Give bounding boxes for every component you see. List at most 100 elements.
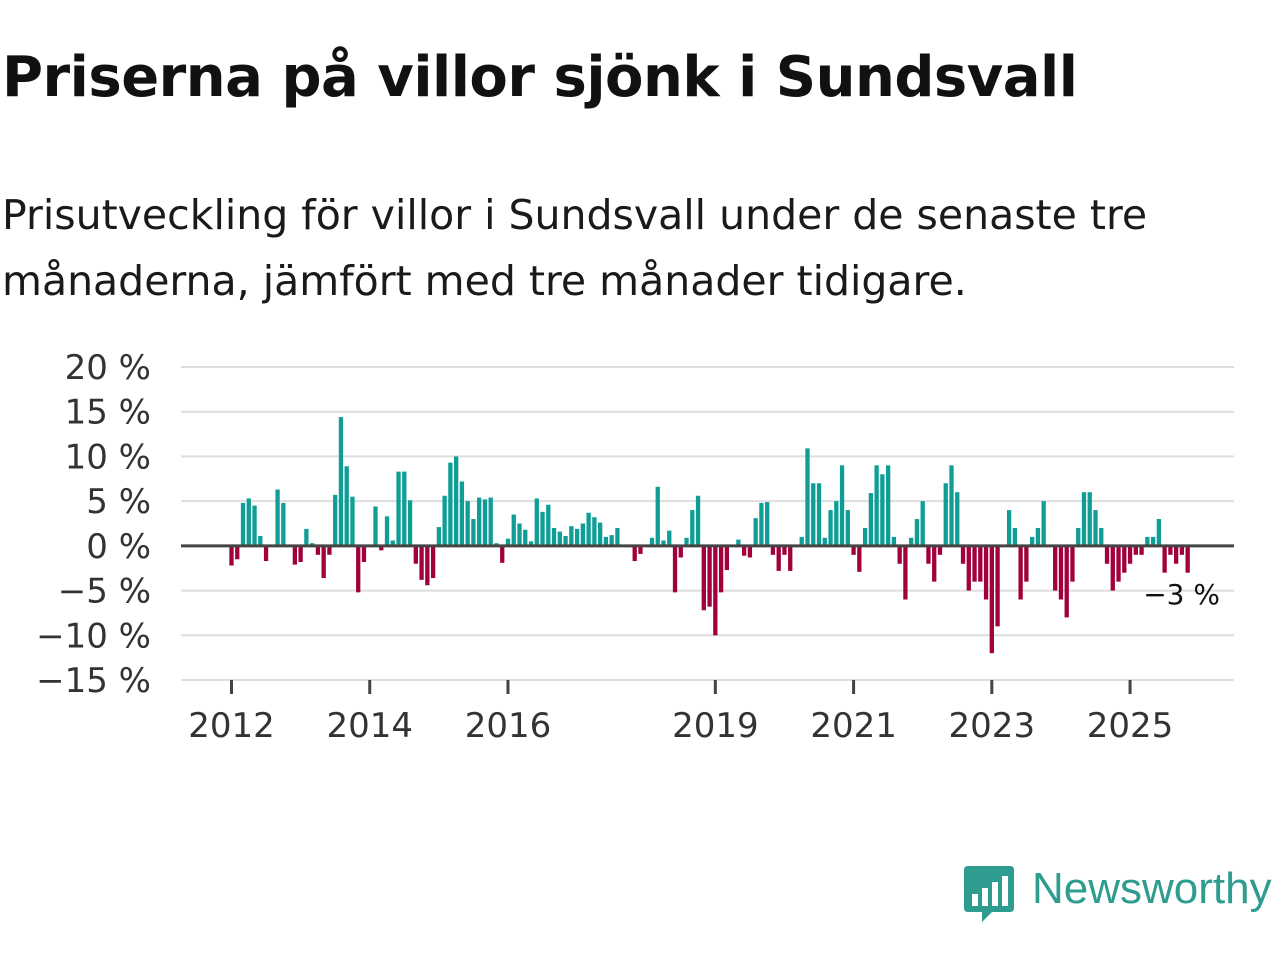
bar bbox=[943, 483, 948, 546]
bar bbox=[897, 545, 902, 564]
bar bbox=[1139, 545, 1144, 555]
bar bbox=[834, 501, 839, 546]
bar bbox=[960, 545, 966, 564]
bar bbox=[937, 545, 943, 555]
bar bbox=[471, 519, 476, 546]
bar bbox=[1179, 545, 1185, 555]
bar bbox=[1029, 536, 1035, 546]
bar bbox=[655, 486, 660, 546]
bar bbox=[425, 545, 430, 586]
bar bbox=[799, 536, 804, 546]
bar bbox=[1070, 545, 1075, 582]
bar bbox=[333, 494, 338, 546]
bar bbox=[281, 502, 286, 546]
bar bbox=[500, 545, 505, 563]
bar bbox=[453, 456, 459, 546]
bar bbox=[551, 527, 557, 546]
bar bbox=[1058, 545, 1064, 600]
brand-name: Newsworthy bbox=[1032, 864, 1272, 913]
bar bbox=[482, 499, 488, 546]
bar bbox=[546, 504, 551, 546]
bar bbox=[263, 545, 269, 562]
bar bbox=[1012, 527, 1018, 546]
y-tick-label: −15 % bbox=[36, 661, 151, 701]
bar bbox=[344, 466, 349, 546]
bar bbox=[1156, 519, 1162, 546]
bar bbox=[707, 545, 712, 607]
bar bbox=[995, 545, 1000, 627]
bar bbox=[338, 417, 344, 546]
bar bbox=[321, 545, 326, 579]
bar bbox=[747, 545, 753, 558]
y-tick-label: 15 % bbox=[65, 393, 151, 433]
x-axis-ticks: 2012 2014 2016 2019 2021 2023 2025 bbox=[188, 680, 1173, 746]
x-tick-label: 2019 bbox=[672, 706, 759, 746]
bar bbox=[1162, 545, 1167, 573]
bar bbox=[949, 465, 954, 546]
bar bbox=[1041, 501, 1046, 546]
bar bbox=[1127, 545, 1133, 564]
bar bbox=[845, 510, 850, 546]
bar bbox=[1064, 545, 1069, 618]
bar bbox=[1122, 545, 1127, 573]
bar bbox=[1018, 545, 1023, 600]
bar bbox=[448, 462, 453, 546]
bar bbox=[592, 517, 597, 546]
bar bbox=[534, 498, 539, 546]
bar bbox=[1133, 545, 1138, 555]
bar bbox=[407, 500, 413, 546]
bar bbox=[327, 545, 332, 555]
bar bbox=[672, 545, 678, 593]
bar bbox=[862, 527, 868, 546]
bar bbox=[839, 465, 845, 546]
bar bbox=[874, 465, 879, 546]
bar bbox=[430, 545, 436, 579]
bar bbox=[563, 536, 568, 546]
bar bbox=[292, 545, 298, 565]
x-tick-label: 2021 bbox=[810, 706, 897, 746]
bar bbox=[304, 528, 309, 546]
bar bbox=[868, 493, 874, 546]
bar bbox=[718, 545, 724, 593]
bar bbox=[983, 545, 989, 600]
y-tick-label: −10 % bbox=[36, 616, 151, 656]
bar bbox=[805, 448, 810, 546]
bar bbox=[1035, 527, 1041, 546]
last-value-label: −3 % bbox=[1143, 578, 1220, 611]
bar bbox=[390, 540, 395, 546]
bar bbox=[903, 545, 908, 600]
bar bbox=[235, 545, 240, 560]
bar bbox=[240, 502, 246, 546]
bar bbox=[770, 545, 776, 555]
bar bbox=[246, 498, 251, 546]
bar bbox=[1081, 492, 1087, 546]
bar bbox=[1104, 545, 1110, 564]
y-tick-label: 0 % bbox=[86, 527, 151, 567]
bar bbox=[597, 522, 603, 546]
bar bbox=[523, 529, 528, 546]
x-tick-label: 2025 bbox=[1087, 706, 1174, 746]
y-tick-label: 10 % bbox=[65, 437, 151, 477]
bar bbox=[1173, 545, 1179, 564]
bar bbox=[361, 545, 367, 562]
bar bbox=[972, 545, 977, 582]
y-tick-label: −5 % bbox=[58, 572, 151, 612]
bar bbox=[459, 481, 465, 546]
y-axis-tick-labels: 20 % 15 %10 % 5 % 0 % −5 %−10 % −15 % bbox=[36, 348, 151, 701]
bar bbox=[724, 545, 730, 571]
bar bbox=[569, 526, 574, 546]
bar bbox=[1053, 545, 1058, 591]
bar bbox=[373, 506, 378, 546]
bar bbox=[914, 519, 920, 546]
bar bbox=[926, 545, 931, 564]
x-tick-label: 2012 bbox=[188, 706, 275, 746]
bar bbox=[258, 536, 263, 546]
x-tick-label: 2016 bbox=[465, 706, 552, 746]
bar bbox=[816, 483, 822, 546]
bar bbox=[379, 545, 384, 551]
bar bbox=[1145, 536, 1150, 546]
bar-chart: 20 %15 %10 %5 %0 %−5 %−10 %−15 % 2012 201… bbox=[36, 348, 1234, 746]
bar bbox=[713, 545, 718, 636]
bar bbox=[413, 545, 418, 564]
bar bbox=[557, 531, 562, 546]
